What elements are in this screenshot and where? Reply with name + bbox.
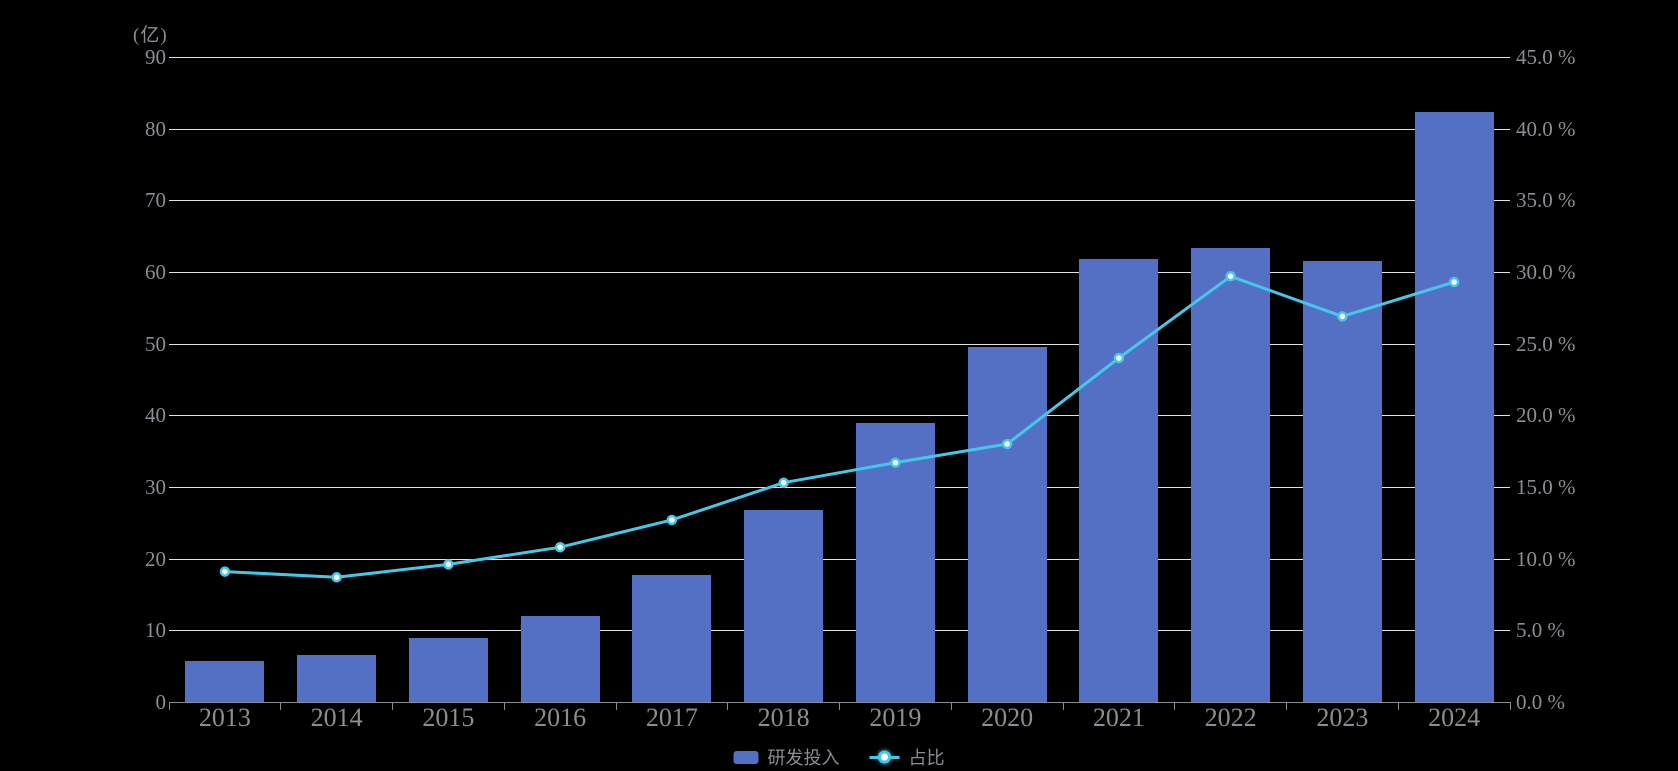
x-tick-label-2014: 2014 <box>310 703 363 732</box>
y-right-tick-15: 15.0 % <box>1516 475 1576 499</box>
bar-2024[interactable] <box>1414 112 1494 702</box>
y-right-tick-10: 10.0 % <box>1516 546 1576 571</box>
bar-2017[interactable] <box>632 575 712 702</box>
y-left-tick-40: 40 <box>145 403 166 428</box>
y-left-tick-80: 80 <box>145 116 166 141</box>
ratio-point-2019[interactable] <box>890 457 901 468</box>
bar-2019[interactable] <box>855 422 935 702</box>
bar-2021[interactable] <box>1079 259 1159 702</box>
bar-2014[interactable] <box>297 654 377 702</box>
x-axis-tick <box>1509 702 1511 710</box>
gridline-10 <box>169 630 1510 632</box>
x-tick-label-2024: 2024 <box>1428 703 1481 732</box>
bar-2023[interactable] <box>1302 261 1382 702</box>
x-axis-tick <box>280 702 282 710</box>
x-axis-tick <box>727 702 729 710</box>
gridline-90 <box>169 57 1510 58</box>
x-tick-label-2015: 2015 <box>422 703 475 732</box>
gridline-80 <box>169 128 1510 130</box>
plot-area <box>168 57 1511 710</box>
x-axis-tick <box>615 702 617 710</box>
legend-label-ratio: 占比 <box>908 748 945 768</box>
y-right-tick-30: 30.0 % <box>1516 260 1576 284</box>
ratio-point-2013[interactable] <box>219 566 231 577</box>
x-axis-tick <box>392 702 393 710</box>
bar-2020[interactable] <box>967 346 1047 702</box>
x-tick-label-2019: 2019 <box>869 703 922 732</box>
legend-label-rd-investment: 研发投入 <box>767 748 840 768</box>
legend-item-rd-investment[interactable]: 研发投入 <box>733 744 840 770</box>
x-axis-tick <box>1062 702 1064 710</box>
x-axis-tick <box>1397 702 1399 710</box>
x-tick-label-2013: 2013 <box>198 703 251 732</box>
y-left-tick-70: 70 <box>145 188 166 213</box>
y-left-tick-20: 20 <box>145 546 166 571</box>
ratio-point-2016[interactable] <box>554 541 566 553</box>
x-tick-label-2021: 2021 <box>1092 703 1145 732</box>
y-right-tick-25: 25.0 % <box>1516 331 1576 356</box>
x-axis-tick <box>839 702 840 710</box>
ratio-point-2017[interactable] <box>666 514 678 526</box>
x-tick-label-2018: 2018 <box>757 703 810 732</box>
gridline-30 <box>169 487 1510 488</box>
ratio-point-2014[interactable] <box>331 572 342 583</box>
y-right-tick-20: 20.0 % <box>1516 403 1576 428</box>
y-left-tick-60: 60 <box>145 260 166 284</box>
bar-2022[interactable] <box>1191 248 1271 702</box>
y-right-tick-0: 0.0 % <box>1516 690 1565 714</box>
bar-2013[interactable] <box>185 661 265 702</box>
x-axis-tick <box>950 702 952 710</box>
left-axis-unit-label: (亿) <box>133 25 168 46</box>
legend-item-ratio[interactable]: 占比 <box>869 744 945 770</box>
bar-series-swatch-icon <box>733 750 759 764</box>
ratio-point-2022[interactable] <box>1225 271 1236 282</box>
y-left-tick-0: 0 <box>155 690 167 714</box>
ratio-point-2023[interactable] <box>1337 311 1348 322</box>
y-left-tick-90: 90 <box>145 45 166 69</box>
line-series-marker-icon <box>869 750 900 764</box>
gridline-20 <box>169 558 1510 560</box>
x-axis-tick <box>1174 702 1176 710</box>
y-left-tick-50: 50 <box>145 331 166 356</box>
y-right-tick-40: 40.0 % <box>1516 116 1576 141</box>
ratio-line-layer <box>219 271 1460 583</box>
ratio-point-2020[interactable] <box>1001 438 1013 450</box>
x-tick-label-2016: 2016 <box>534 703 587 732</box>
x-axis-tick <box>503 702 505 710</box>
gridline-60 <box>169 272 1510 273</box>
y-right-tick-5: 5.0 % <box>1516 618 1565 643</box>
x-tick-label-2023: 2023 <box>1316 703 1369 732</box>
legend: 研发投入 占比 <box>733 744 945 770</box>
ratio-point-2015[interactable] <box>443 559 454 570</box>
bar-2015[interactable] <box>408 637 488 702</box>
ratio-point-2021[interactable] <box>1113 352 1125 364</box>
bar-2016[interactable] <box>520 616 600 702</box>
x-axis-tick <box>1286 702 1287 710</box>
y-left-tick-30: 30 <box>145 475 166 499</box>
x-tick-label-2017: 2017 <box>645 703 698 732</box>
x-tick-label-2020: 2020 <box>981 703 1034 732</box>
x-tick-label-2022: 2022 <box>1204 703 1257 732</box>
ratio-point-2018[interactable] <box>778 477 789 488</box>
y-right-tick-45: 45.0 % <box>1516 45 1576 69</box>
ratio-point-2024[interactable] <box>1448 276 1460 288</box>
gridline-70 <box>169 200 1510 202</box>
bar-2018[interactable] <box>744 509 824 702</box>
gridline-50 <box>169 343 1510 345</box>
y-left-tick-10: 10 <box>145 618 166 643</box>
y-right-tick-35: 35.0 % <box>1516 188 1576 213</box>
gridline-40 <box>169 415 1510 417</box>
ratio-line-path <box>223 274 1456 579</box>
x-axis-tick <box>168 702 170 710</box>
